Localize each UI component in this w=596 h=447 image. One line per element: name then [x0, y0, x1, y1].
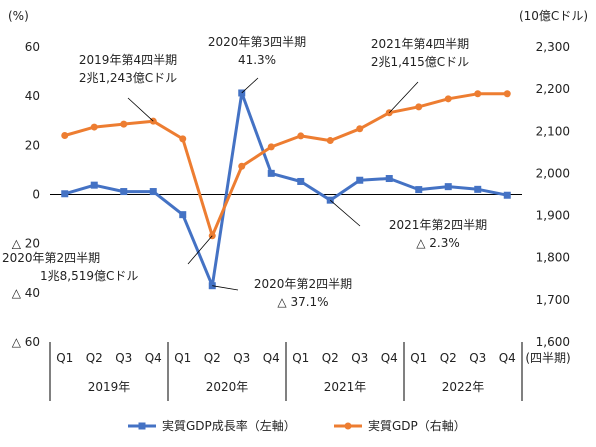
x-axis: Q1 Q2 Q3 Q4 Q1 Q2 Q3 Q4 Q1 Q2 Q3 Q4 Q1 Q2 Q3 Q4 2019年 202… [49, 342, 571, 401]
data-point-0 [120, 188, 128, 196]
data-point-1 [444, 95, 452, 103]
left-tick-label: 0 [32, 188, 40, 202]
left-tick-label: △ 60 [12, 335, 40, 349]
data-point-0 [444, 183, 452, 191]
right-axis-ticks: 2,300 2,200 2,100 2,000 1,900 1,800 1,700 1,600 [536, 40, 570, 349]
data-point-1 [356, 125, 364, 133]
right-tick-label: 2,100 [536, 124, 570, 138]
left-tick-label: 20 [25, 138, 40, 152]
quarter-label: Q4 [499, 351, 516, 365]
quarter-label: Q3 [233, 351, 250, 365]
series-line-0 [64, 91, 508, 288]
quarter-label: Q2 [86, 351, 103, 365]
data-point-0 [90, 181, 98, 189]
data-point-1 [415, 103, 423, 111]
right-tick-label: 1,600 [536, 335, 570, 349]
year-label: 2019年 [88, 380, 131, 394]
left-tick-label: 40 [25, 89, 40, 103]
left-tick-label: 60 [25, 40, 40, 54]
data-point-1 [120, 120, 128, 128]
right-tick-label: 2,000 [536, 166, 570, 180]
data-point-0 [356, 176, 364, 184]
legend-marker [138, 422, 146, 430]
data-point-0 [385, 175, 393, 183]
series-layer [61, 89, 511, 290]
right-tick-label: 1,900 [536, 209, 570, 223]
annotation-leader [212, 285, 239, 291]
right-axis-unit: (10億Cドル) [519, 9, 588, 23]
quarter-label: Q3 [469, 351, 486, 365]
legend-label: 実質GDP（右軸） [368, 418, 466, 433]
quarter-label: Q2 [204, 351, 221, 365]
annotation-text: 2019年第4四半期 [79, 53, 177, 67]
right-tick-label: 1,700 [536, 293, 570, 307]
annotation-text: 2兆1,415億Cドル [371, 55, 469, 69]
annotation-text: △ 37.1% [277, 295, 328, 309]
annotation-text: 2020年第3四半期 [208, 35, 306, 49]
quarter-label: Q4 [263, 351, 280, 365]
data-point-1 [297, 132, 305, 140]
data-point-1 [179, 135, 187, 143]
annotation-text: 41.3% [238, 53, 276, 67]
year-label: 2022年 [442, 380, 485, 394]
data-point-0 [415, 186, 423, 194]
data-point-0 [179, 211, 187, 219]
annotation-leader [388, 81, 419, 114]
annotation-text: △ 2.3% [416, 236, 460, 250]
data-point-1 [503, 90, 511, 98]
quarter-label: Q1 [410, 351, 427, 365]
legend: 実質GDP成長率（左軸） 実質GDP（右軸） [128, 418, 466, 433]
series-line-1 [64, 92, 508, 238]
annotation-leader [241, 77, 259, 94]
quarter-label: Q4 [381, 351, 398, 365]
annotation-text: 2兆1,243億Cドル [79, 71, 177, 85]
quarter-label: Q1 [56, 351, 73, 365]
data-point-0 [149, 188, 157, 196]
data-point-1 [90, 123, 98, 131]
right-tick-label: 2,200 [536, 82, 570, 96]
quarter-label: Q1 [292, 351, 309, 365]
data-point-0 [61, 190, 69, 198]
quarter-label: Q3 [351, 351, 368, 365]
annotation-text: 2021年第4四半期 [371, 37, 469, 51]
annotations: 2019年第4四半期 2兆1,243億Cドル 2020年第3四半期 41.3% 2021… [2, 35, 487, 309]
quarter-label: Q4 [145, 351, 162, 365]
annotation-text: 2021年第2四半期 [389, 218, 487, 232]
data-point-1 [474, 90, 482, 98]
annotation-leader [187, 235, 213, 265]
annotation-leader [329, 199, 361, 227]
data-point-0 [503, 191, 511, 199]
legend-label: 実質GDP成長率（左軸） [162, 418, 296, 433]
annotation-text: 1兆8,519億Cドル [40, 269, 138, 283]
data-point-0 [267, 169, 275, 177]
data-point-1 [61, 132, 69, 139]
right-tick-label: 2,300 [536, 40, 570, 54]
data-point-1 [326, 137, 334, 145]
legend-marker [344, 422, 352, 430]
annotation-leader [127, 97, 154, 122]
quarter-label: Q2 [322, 351, 339, 365]
annotation-text: 2020年第2四半期 [254, 277, 352, 291]
data-point-0 [474, 185, 482, 193]
data-point-1 [238, 162, 246, 170]
quarter-label: Q1 [174, 351, 191, 365]
annotation-text: 2020年第2四半期 [2, 251, 100, 265]
left-axis-unit: (%) [8, 9, 29, 23]
right-tick-label: 1,800 [536, 251, 570, 265]
data-point-1 [267, 143, 275, 151]
year-label: 2021年 [324, 380, 367, 394]
year-label: 2020年 [206, 380, 249, 394]
left-axis-ticks: 60 40 20 0 △ 20 △ 40 △ 60 [12, 40, 40, 349]
x-axis-unit: (四半期) [525, 351, 570, 365]
quarter-label: Q3 [115, 351, 132, 365]
left-tick-label: △ 40 [12, 286, 40, 300]
left-tick-label: △ 20 [12, 237, 40, 251]
quarter-label: Q2 [440, 351, 457, 365]
data-point-0 [297, 177, 305, 185]
